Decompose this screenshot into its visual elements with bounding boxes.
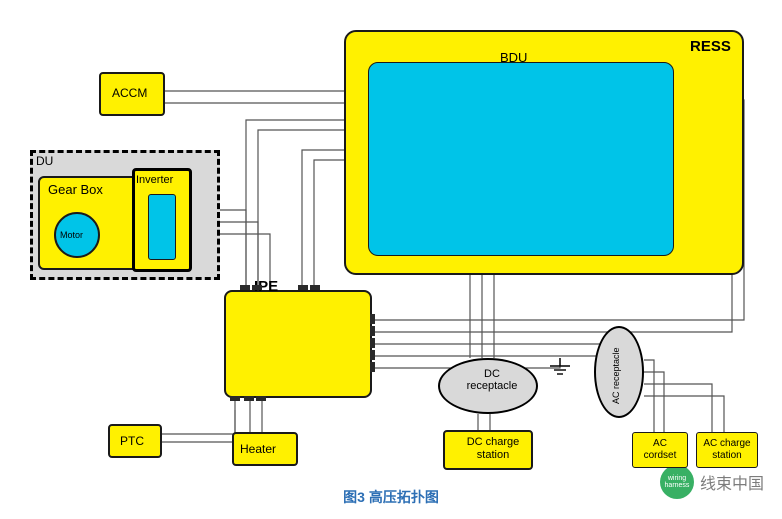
wire-ipe-to-bdu-1 [246,120,344,290]
connector-port-6 [370,338,375,348]
inverter-label: Inverter [136,174,173,186]
ress-label: RESS [690,38,731,55]
bdu-block [368,62,674,256]
ground-icon [550,358,570,374]
connector-port-3 [310,285,320,290]
ac_station-label: AC charge station [700,438,754,461]
connector-port-8 [370,362,375,372]
bdu-label: BDU [500,50,527,65]
watermark-circle-icon: wiring harness [660,465,694,499]
watermark-label: 线束中国 [700,470,764,494]
motor-label: Motor [60,230,83,240]
ptc-label: PTC [120,434,144,448]
watermark: wiring harness 线束中国 [660,465,764,499]
ipe-block [224,290,372,398]
heater-label: Heater [240,442,276,456]
wire-ipe-ptc-2 [162,410,235,434]
connector-port-2 [298,285,308,290]
connector-port-5 [370,326,375,336]
wire-ipe-to-bdu-3 [302,150,344,290]
ac_receptacle-label: AC receptacle [612,347,622,404]
dc_station-label: DC charge station [452,436,534,461]
ac_cordset-label: AC cordset [636,438,684,461]
gearbox-label: Gear Box [48,182,103,197]
wire-ac-cordset-1 [644,360,654,432]
wire-ac-station-2 [644,396,724,432]
wire-ipe-ptc-1 [162,398,235,442]
wire-ipe-to-bdu-2 [258,130,344,290]
dc_receptacle-label: DC receptacle [462,368,522,392]
connector-port-1 [252,285,262,290]
wire-ipe-to-bdu-4 [314,160,344,290]
connector-port-9 [244,396,254,401]
connector-port-7 [370,350,375,360]
connector-port-11 [230,396,240,401]
accm-label: ACCM [112,86,147,100]
connector-port-4 [370,314,375,324]
wire-ac-cordset-2 [644,372,664,432]
wire-ac-station-1 [644,384,712,432]
connector-port-10 [256,396,266,401]
inverter_inner-block [148,194,176,260]
du_frame-label: DU [36,154,53,168]
connector-port-0 [240,285,250,290]
